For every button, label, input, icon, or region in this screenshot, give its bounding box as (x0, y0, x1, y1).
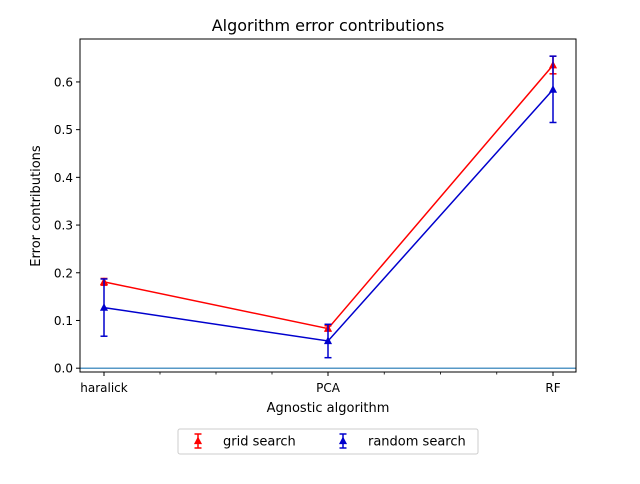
legend: grid search random search (177, 428, 479, 455)
data-point (323, 336, 333, 345)
y-tick-label: 0.0 (54, 362, 73, 376)
plot-frame (79, 38, 577, 373)
x-tick-label: haralick (80, 381, 128, 395)
y-tick-label: 0.6 (54, 75, 73, 89)
series-line (103, 89, 554, 342)
legend-marker (338, 436, 348, 445)
chart-title: Algorithm error contributions (212, 16, 445, 35)
data-point (548, 85, 558, 93)
data-point (99, 303, 109, 311)
legend-label: random search (368, 435, 466, 450)
x-tick-label: RF (545, 381, 560, 395)
legend-label: grid search (223, 435, 296, 450)
y-tick-label: 0.3 (54, 219, 73, 233)
y-tick-label: 0.5 (54, 123, 73, 137)
legend-frame (177, 428, 479, 455)
x-tick-label: PCA (316, 381, 341, 395)
y-tick-label: 0.1 (54, 314, 73, 328)
legend-marker (193, 436, 203, 445)
y-axis-label: Error contributions (29, 145, 44, 267)
x-axis-label: Agnostic algorithm (267, 401, 390, 416)
y-tick-label: 0.2 (54, 266, 73, 280)
y-tick-label: 0.4 (54, 171, 73, 185)
series-line (103, 64, 554, 330)
